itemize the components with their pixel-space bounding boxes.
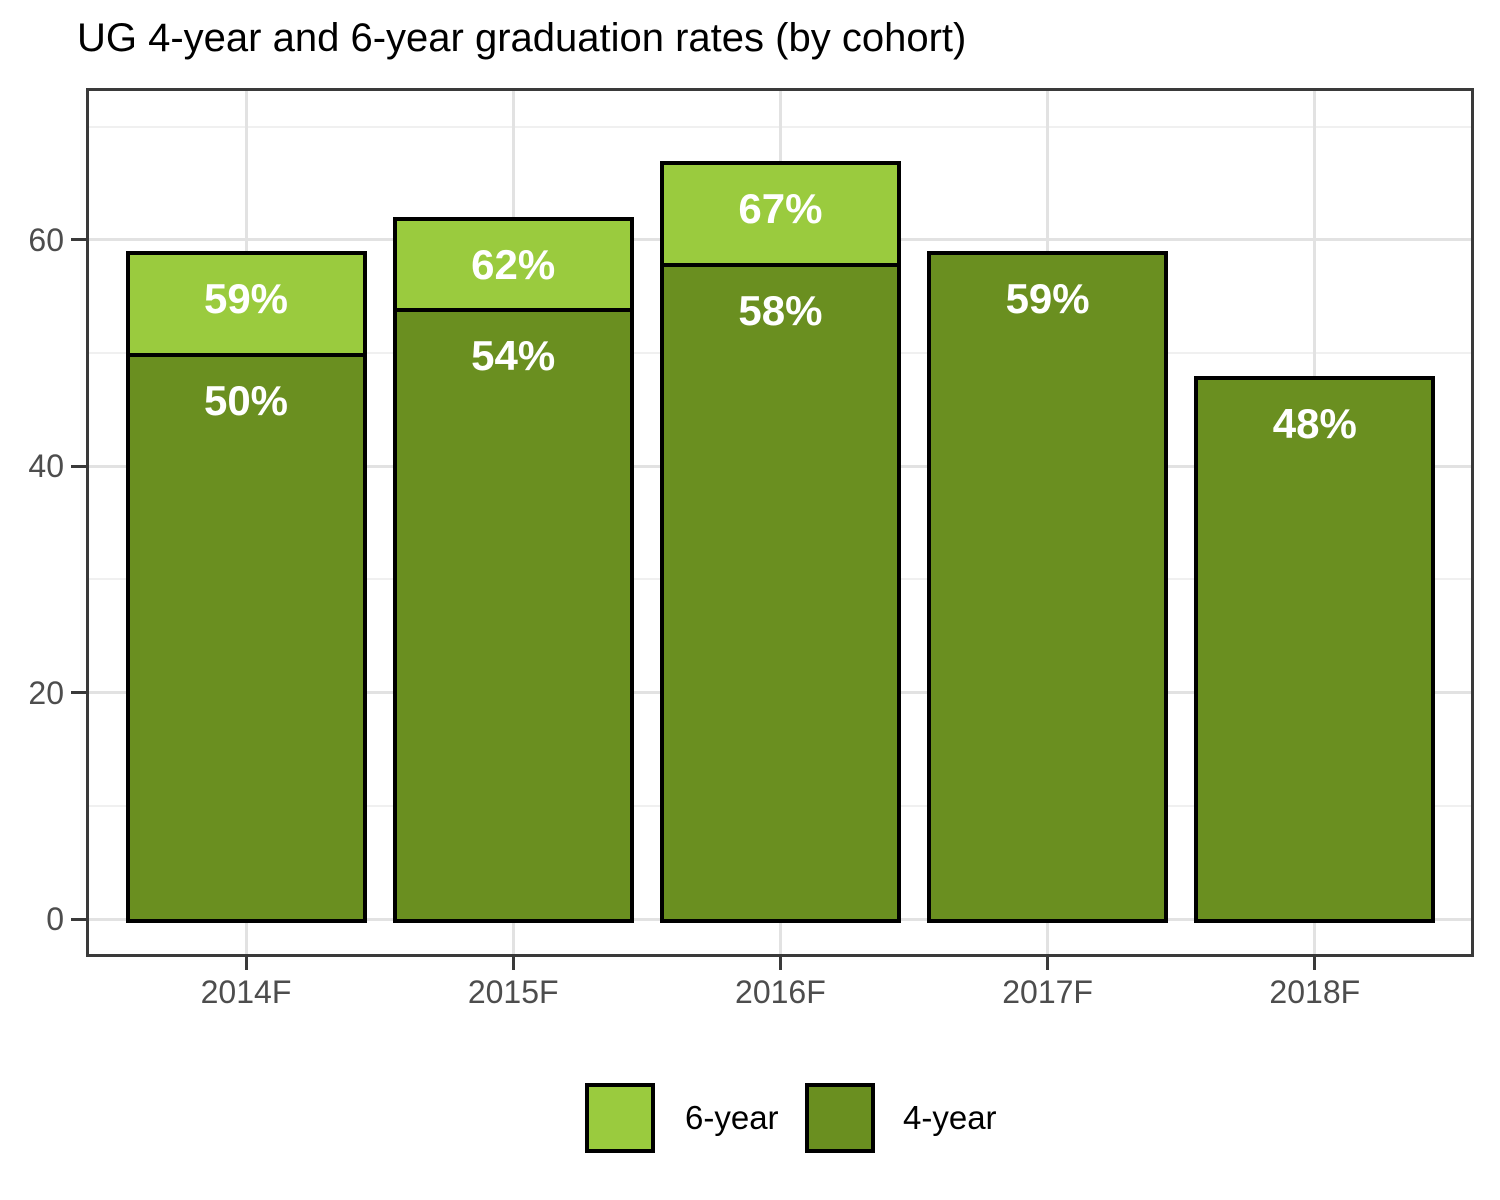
x-tick-2018F xyxy=(1313,957,1317,970)
y-tick-40 xyxy=(71,464,86,468)
y-tick-label-60: 60 xyxy=(28,221,64,258)
bar-2018F-4-year xyxy=(1194,375,1436,923)
y-tick-label-0: 0 xyxy=(46,901,64,937)
bar-value-label-2017F-4-year: 59% xyxy=(1005,275,1090,323)
y-tick-label-40: 40 xyxy=(28,448,64,485)
bar-2016F-4-year xyxy=(659,262,901,923)
bar-value-label-2016F-4-year: 58% xyxy=(738,286,823,334)
legend-label-4-year: 4-year xyxy=(903,1099,997,1136)
x-tick-2015F xyxy=(511,957,515,970)
bar-2017F-4-year xyxy=(927,251,1169,923)
y-tick-20 xyxy=(71,691,86,695)
x-tick-label-2015F: 2015F xyxy=(467,974,559,1010)
y-tick-60 xyxy=(71,238,86,242)
bar-value-label-2015F-4-year: 54% xyxy=(471,331,556,379)
bar-value-label-2016F-6-year: 67% xyxy=(738,184,823,232)
x-tick-2014F xyxy=(244,957,248,970)
x-tick-label-2017F: 2017F xyxy=(1002,974,1093,1010)
plot-panel: 59% 50% 62% 54% 67% 58% 59% 48% xyxy=(86,88,1474,957)
legend-label-6-year: 6-year xyxy=(685,1099,779,1136)
x-tick-label-2016F: 2016F xyxy=(735,974,826,1010)
legend-key-6-year-swatch xyxy=(585,1083,655,1153)
chart-title: UG 4-year and 6-year graduation rates (b… xyxy=(77,16,967,60)
bar-2014F-4-year xyxy=(125,353,367,923)
bar-value-label-2014F-4-year: 50% xyxy=(203,377,289,425)
x-tick-label-2014F: 2014F xyxy=(200,974,292,1010)
bar-value-label-2014F-6-year: 59% xyxy=(203,275,289,323)
x-tick-label-2018F: 2018F xyxy=(1269,974,1361,1010)
bar-2015F-4-year xyxy=(392,307,634,923)
x-tick-2017F xyxy=(1046,957,1050,970)
y-tick-label-20: 20 xyxy=(28,674,64,711)
bar-value-label-2018F-4-year: 48% xyxy=(1272,399,1357,447)
bar-value-label-2015F-6-year: 62% xyxy=(471,241,556,289)
y-tick-0 xyxy=(71,917,86,921)
legend-key-4-year-swatch xyxy=(805,1083,875,1153)
x-tick-2016F xyxy=(778,957,782,970)
